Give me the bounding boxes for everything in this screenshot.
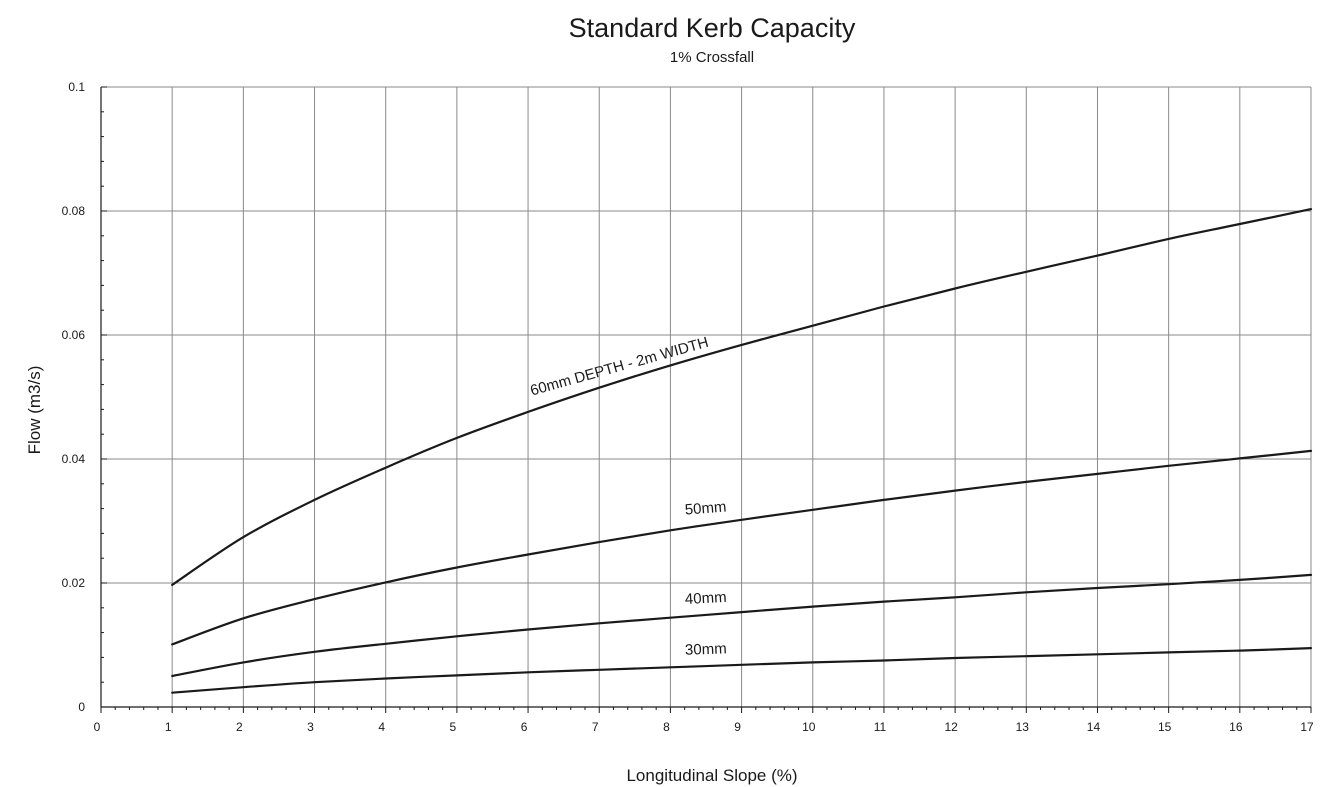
x-tick-label: 15 [1158,720,1172,734]
y-tick-label: 0.08 [62,204,86,218]
x-tick-label: 5 [450,720,457,734]
x-tick-label: 8 [663,720,670,734]
x-tick-label: 10 [802,720,816,734]
axes: 0 1 2 3 4 5 6 7 8 9 10 11 12 13 14 15 16 1700.020.040.060… [62,80,1314,734]
series-lines [171,208,1313,694]
x-axis-label: Longitudinal Slope (%) [626,766,797,785]
series-label-2: 50mm [684,498,727,518]
x-tick-label: 1 [165,720,172,734]
series-label-3: 40mm [685,589,728,608]
series-label-1: 60mm DEPTH - 2m WIDTH [528,334,710,400]
x-tick-label: 14 [1087,720,1101,734]
y-tick-label: 0 [78,700,85,714]
chart-title: Standard Kerb Capacity [569,13,856,43]
x-tick-label: 11 [874,720,887,734]
series-line-3 [171,573,1313,678]
x-tick-label: 13 [1016,720,1030,734]
grid [101,86,1312,707]
series-labels: 60mm DEPTH - 2m WIDTH 50mm 40mm 30mm [528,334,727,659]
x-tick-label: 3 [307,720,314,734]
x-tick-label: 2 [236,720,243,734]
x-tick-label: 0 [94,720,101,734]
y-tick-label: 0.06 [62,328,86,342]
y-axis-label: Flow (m3/s) [25,366,44,455]
chart-subtitle: 1% Crossfall [670,49,754,66]
x-tick-label: 7 [592,720,599,734]
x-tick-label: 17 [1300,720,1314,734]
series-line-4 [171,647,1313,694]
series-label-4: 30mm [685,640,727,658]
y-tick-label: 0.02 [62,576,86,590]
x-tick-label: 16 [1229,720,1243,734]
x-tick-label: 9 [734,720,741,734]
series-line-1 [171,208,1313,586]
y-tick-label: 0.1 [68,80,85,94]
x-tick-label: 4 [378,720,385,734]
series-line-2 [171,449,1313,646]
x-tick-label: 12 [944,720,958,734]
y-tick-label: 0.04 [62,452,86,466]
x-tick-label: 6 [521,720,528,734]
